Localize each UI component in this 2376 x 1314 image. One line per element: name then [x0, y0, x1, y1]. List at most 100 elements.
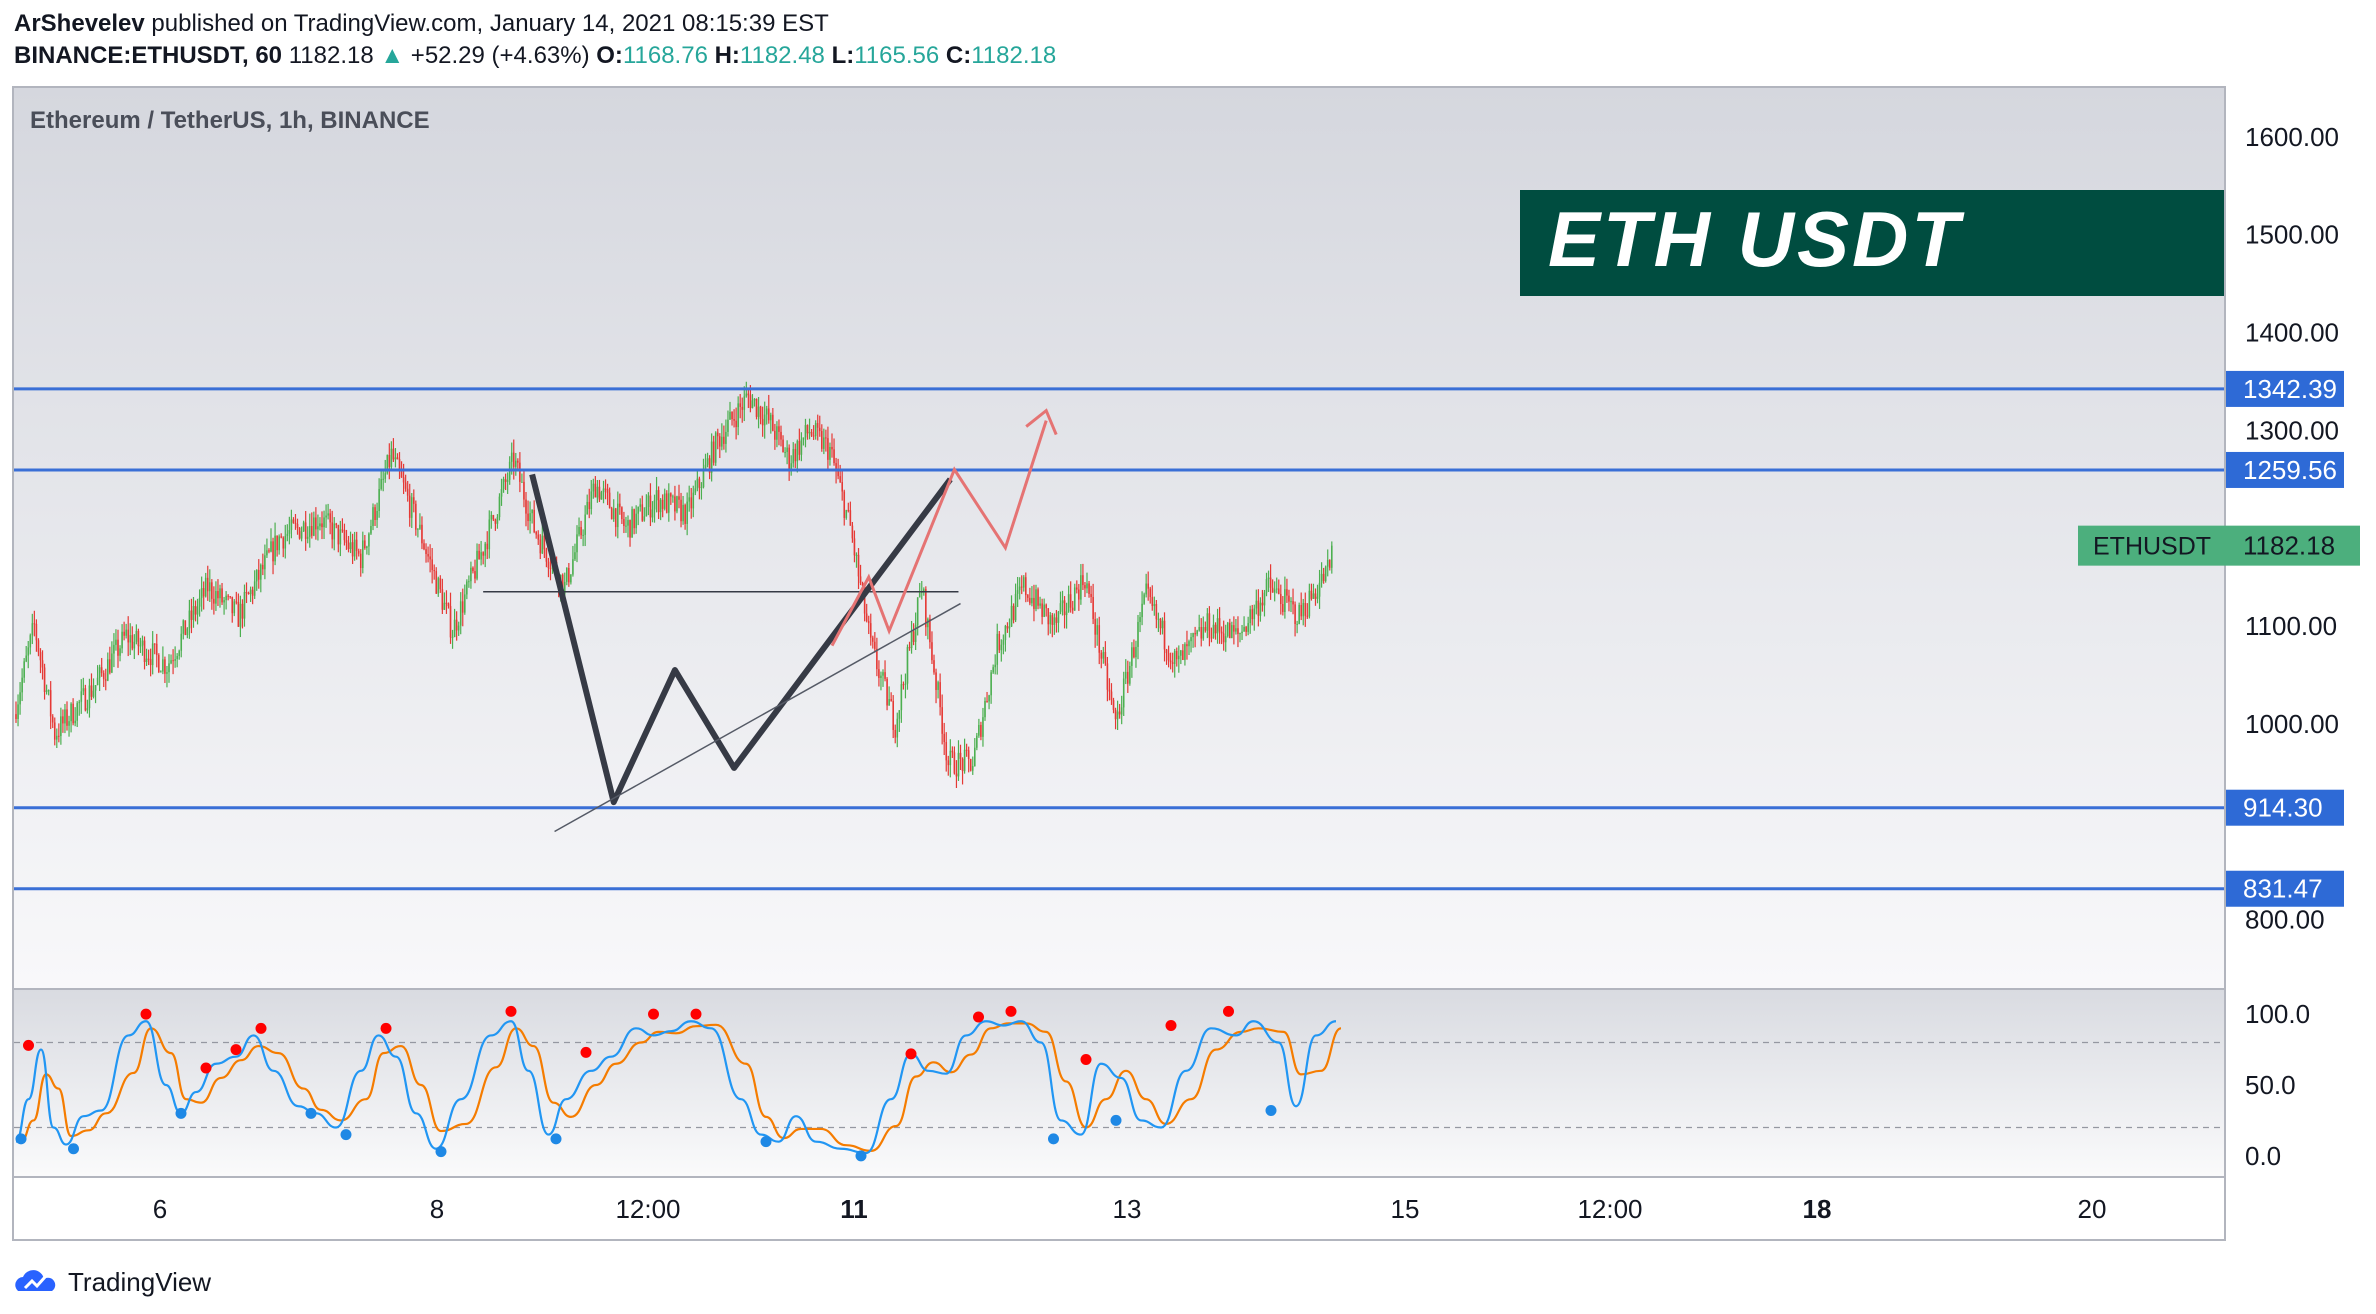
candle-body [506, 479, 509, 482]
candle-body [335, 523, 338, 526]
candle [641, 495, 644, 522]
candle-body [374, 507, 376, 520]
candle [653, 494, 656, 523]
candle-body [772, 414, 774, 431]
candle-body [92, 690, 95, 697]
candle-body [1218, 618, 1221, 632]
indicator-pane[interactable] [14, 990, 2224, 1176]
candle-body [151, 643, 154, 666]
author-name[interactable]: ArShevelev [14, 10, 145, 37]
candle-body [829, 446, 831, 460]
candle-body [266, 550, 268, 556]
candle [504, 473, 507, 491]
candle [56, 728, 58, 748]
candle [931, 631, 933, 664]
candle-body [1043, 604, 1045, 617]
candle [47, 689, 50, 696]
candle-body [1175, 651, 1178, 660]
candle [974, 738, 976, 767]
candle-body [104, 679, 107, 681]
candle-body [955, 773, 958, 777]
candle-body [198, 598, 201, 607]
candle-body [1302, 603, 1305, 617]
candle [255, 569, 258, 591]
candle-body [502, 479, 505, 490]
candle [104, 668, 107, 691]
candle [588, 488, 591, 519]
candle [502, 476, 505, 493]
candle [596, 480, 599, 503]
candle [1208, 606, 1211, 647]
candle [1131, 642, 1133, 678]
candle [131, 626, 134, 651]
candle-body [1198, 627, 1200, 631]
candle [645, 494, 648, 517]
candle [125, 623, 127, 639]
candle-body [886, 678, 888, 706]
candle [506, 472, 509, 494]
candle [213, 586, 215, 615]
candle-body [264, 555, 266, 570]
candle [865, 603, 868, 623]
candle-body [492, 514, 495, 520]
candle-body [423, 543, 425, 550]
candle-body [1196, 630, 1198, 635]
candle [545, 547, 548, 568]
candle-body [765, 408, 768, 415]
candle-body [35, 623, 38, 641]
candle [1282, 596, 1284, 616]
candle [345, 529, 348, 550]
candle-body [655, 490, 658, 501]
candle [639, 498, 642, 512]
w-pattern-line [529, 473, 953, 806]
candle-body [1076, 587, 1078, 590]
candle-body [853, 538, 856, 556]
candle [141, 635, 144, 656]
candle [523, 471, 525, 508]
candle [676, 495, 678, 514]
candle [337, 524, 340, 553]
candle-body [923, 589, 925, 592]
footer-brand[interactable]: TradingView [68, 1266, 212, 1297]
candle [633, 508, 635, 535]
candle [790, 455, 792, 476]
candle [74, 707, 76, 727]
candle [692, 485, 695, 518]
candle [17, 694, 19, 727]
up-arrow-icon: ▲ [380, 42, 405, 69]
candle [292, 517, 295, 524]
candle-body [761, 418, 764, 426]
candle [286, 524, 289, 542]
candle-body [1265, 579, 1268, 593]
candle [1080, 564, 1082, 605]
candle [402, 463, 405, 495]
candle [417, 528, 419, 538]
candle-body [478, 550, 480, 560]
candle-body [790, 463, 792, 470]
candle-body [284, 535, 287, 549]
candle-body [1155, 603, 1158, 620]
candle [1129, 661, 1131, 686]
candle-body [343, 529, 346, 541]
candle-body [378, 488, 380, 512]
candle-body [965, 749, 968, 751]
candle-body [563, 581, 566, 595]
candle-body [43, 667, 46, 692]
candle-body [996, 633, 999, 665]
candle [845, 509, 848, 520]
candle-body [476, 550, 478, 579]
candle [147, 649, 150, 666]
candle-body [643, 516, 646, 521]
candle [912, 623, 915, 646]
candle [663, 488, 666, 511]
candle [1137, 614, 1139, 660]
candle [914, 612, 917, 651]
candle-body [308, 526, 311, 537]
symbol-label[interactable]: BINANCE:ETHUSDT, 60 [14, 42, 283, 69]
candle-body [857, 554, 860, 577]
candle [712, 435, 715, 466]
candle [1073, 583, 1076, 611]
candle [1308, 583, 1311, 619]
candle [649, 483, 652, 527]
